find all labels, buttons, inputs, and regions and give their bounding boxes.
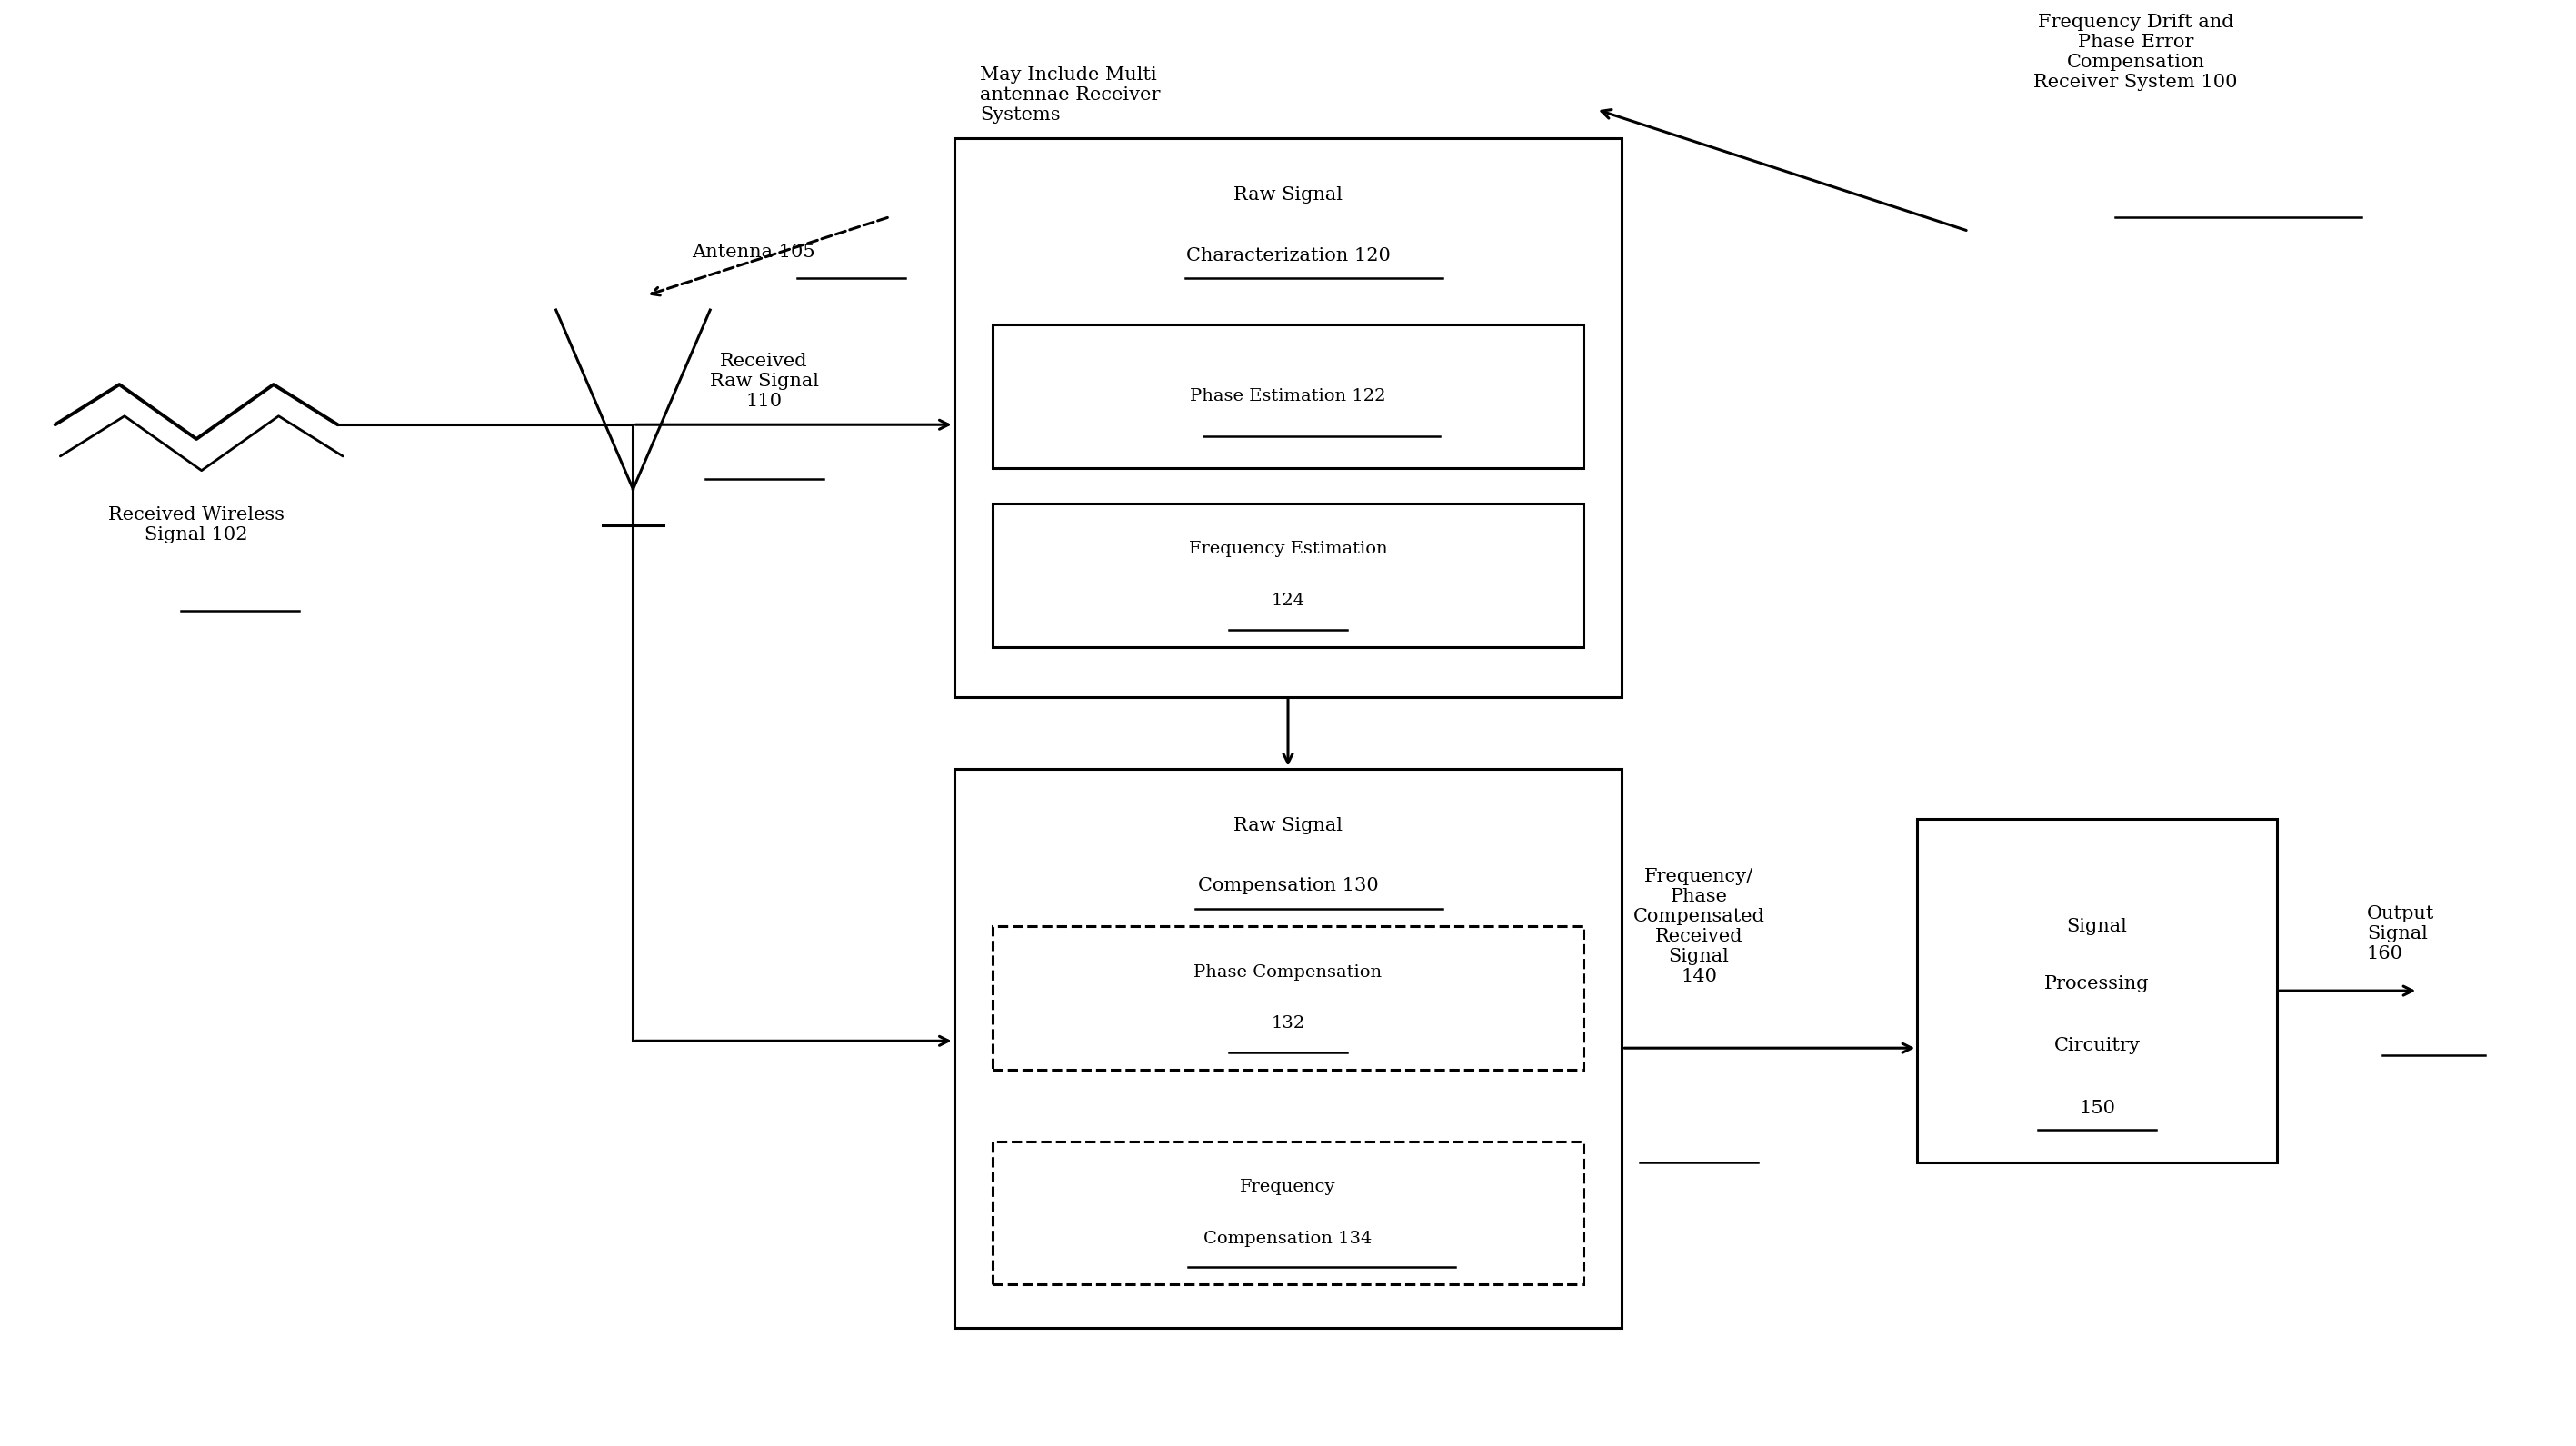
Bar xyxy=(1917,818,2277,1163)
Text: Frequency: Frequency xyxy=(1239,1178,1337,1196)
Text: 132: 132 xyxy=(1270,1015,1306,1032)
Bar xyxy=(953,769,1623,1327)
Text: Characterization 120: Characterization 120 xyxy=(1185,247,1391,265)
Text: 124: 124 xyxy=(1270,593,1306,609)
Text: Raw Signal: Raw Signal xyxy=(1234,817,1342,834)
Text: Compensation 134: Compensation 134 xyxy=(1203,1231,1373,1246)
Text: Frequency Estimation: Frequency Estimation xyxy=(1188,541,1388,558)
Bar xyxy=(992,927,1584,1070)
Text: Compensation 130: Compensation 130 xyxy=(1198,878,1378,895)
Text: Processing: Processing xyxy=(2045,975,2148,992)
Text: Frequency/
Phase
Compensated
Received
Signal
140: Frequency/ Phase Compensated Received Si… xyxy=(1633,868,1765,985)
Text: Received
Raw Signal
110: Received Raw Signal 110 xyxy=(708,353,819,411)
Text: Output
Signal
160: Output Signal 160 xyxy=(2367,905,2434,962)
Text: 150: 150 xyxy=(2079,1099,2115,1116)
Bar xyxy=(992,1141,1584,1284)
Bar xyxy=(992,324,1584,467)
Text: Frequency Drift and
Phase Error
Compensation
Receiver System 100: Frequency Drift and Phase Error Compensa… xyxy=(2032,13,2239,91)
Text: Antenna 105: Antenna 105 xyxy=(693,244,817,262)
Text: Received Wireless
Signal 102: Received Wireless Signal 102 xyxy=(108,506,283,544)
Text: Circuitry: Circuitry xyxy=(2053,1037,2141,1054)
Text: Phase Estimation 122: Phase Estimation 122 xyxy=(1190,388,1386,403)
Text: Raw Signal: Raw Signal xyxy=(1234,187,1342,204)
Text: Signal: Signal xyxy=(2066,918,2128,936)
Bar xyxy=(953,137,1623,697)
Text: Phase Compensation: Phase Compensation xyxy=(1193,964,1383,980)
Bar xyxy=(992,503,1584,646)
Text: May Include Multi-
antennae Receiver
Systems: May Include Multi- antennae Receiver Sys… xyxy=(979,67,1164,123)
